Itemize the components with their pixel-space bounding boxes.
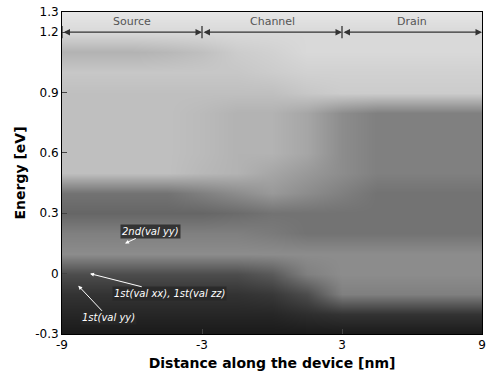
svg-text:-3: -3 <box>196 338 208 352</box>
svg-text:0: 0 <box>51 267 59 281</box>
svg-text:Distance along the device [nm]: Distance along the device [nm] <box>149 355 396 371</box>
svg-text:2nd(val yy): 2nd(val yy) <box>122 226 179 237</box>
svg-text:Energy [eV]: Energy [eV] <box>12 126 28 219</box>
svg-text:-0.3: -0.3 <box>35 327 58 341</box>
svg-text:1st(val xx), 1st(val zz): 1st(val xx), 1st(val zz) <box>114 288 225 299</box>
svg-text:0.3: 0.3 <box>40 206 59 220</box>
svg-text:-9: -9 <box>56 338 68 352</box>
svg-text:Channel: Channel <box>250 15 295 28</box>
svg-text:1.2: 1.2 <box>40 25 59 39</box>
svg-text:0.6: 0.6 <box>40 146 59 160</box>
svg-text:1.3: 1.3 <box>40 5 59 19</box>
svg-text:Source: Source <box>113 15 151 28</box>
svg-text:0.9: 0.9 <box>40 86 59 100</box>
svg-text:3: 3 <box>338 338 346 352</box>
svg-text:9: 9 <box>478 338 486 352</box>
svg-text:Drain: Drain <box>397 15 427 28</box>
svg-text:1st(val yy): 1st(val yy) <box>82 312 135 323</box>
